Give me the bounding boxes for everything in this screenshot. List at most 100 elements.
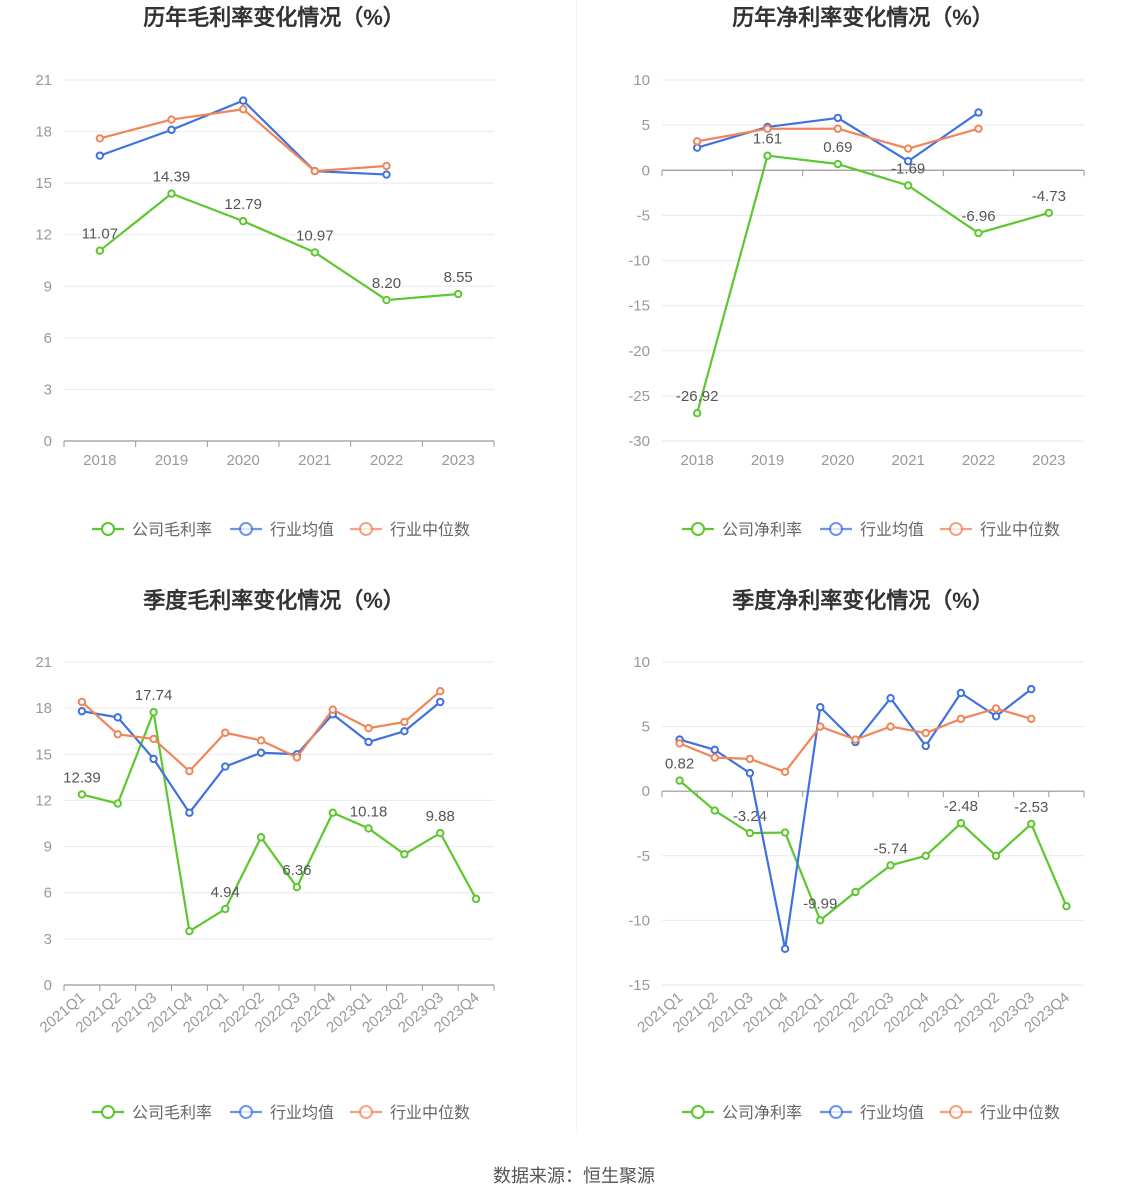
data-point-avg [113,713,122,722]
legend-item: 公司毛利率 [92,521,212,539]
x-tick-label: 2021 [891,452,924,469]
data-point-company [991,851,1001,860]
data-point-company [149,707,158,717]
data-point-avg [956,688,966,698]
x-tick-label: 2018 [680,452,713,469]
y-tick-label: -25 [628,388,650,405]
data-point-avg [903,157,913,166]
data-label: -2.48 [944,798,978,815]
x-tick-label: 2020 [821,452,854,469]
legend-label: 公司净利率 [722,521,802,539]
y-tick-label: 3 [44,931,52,948]
panel-divider [576,0,577,1130]
legend-swatch-marker [691,522,705,536]
data-point-median [256,736,266,745]
y-tick-label: -15 [628,298,650,315]
legend-item: 行业均值 [820,521,924,539]
x-tick-label: 2023 [1032,452,1065,469]
y-tick-label: 10 [633,654,650,671]
data-label: 10.97 [296,227,334,244]
legend-swatch-marker [101,1105,115,1119]
data-point-company [780,828,790,837]
data-point-median [221,728,230,737]
legend-item: 行业中位数 [350,521,470,539]
annual-gross-margin-chart: 历年毛利率变化情况（%） 0 3 6 9 12 15 18 21 2018 2019 2020 2021… [0,0,574,580]
data-point-median [956,714,966,724]
data-point-avg [167,125,176,135]
quarterly-gross-margin-chart: 季度毛利率变化情况（%） 0 3 6 9 12 15 18 21 2021Q1 2021Q2 2021… [0,583,574,1163]
legend-swatch-marker [101,522,115,536]
data-point-median [149,734,158,744]
data-point-median [113,730,122,739]
data-point-avg [780,944,790,954]
data-point-avg [991,712,1001,721]
y-tick-label: 12 [35,227,52,244]
chart-title: 历年净利率变化情况（%） [732,5,994,30]
chart-svg: 季度毛利率变化情况（%）0369121518212021Q12021Q22021… [35,588,495,1122]
data-label: 6.36 [282,862,311,879]
data-label: 12.79 [224,196,262,213]
legend-item: 行业中位数 [940,521,1060,539]
data-point-median [95,134,105,143]
legend-label: 公司毛利率 [132,521,212,539]
legend-label: 行业均值 [860,1104,924,1122]
data-point-company [167,189,176,198]
series-line-company [99,192,459,302]
legend-label: 公司毛利率 [132,1104,212,1122]
data-point-avg [745,768,755,778]
data-point-company [113,799,122,808]
data-point-company [763,151,772,160]
data-point-avg [833,113,843,123]
data-point-company [310,248,320,257]
y-tick-label: -5 [637,848,650,865]
data-point-avg [185,808,194,817]
legend-swatch-marker [829,1105,843,1119]
y-tick-label: 21 [35,654,52,671]
annual-net-margin-chart: 历年净利率变化情况（%） -30 -25 -20 -15 -10 -5 0 5 10 2018 201… [590,0,1148,580]
data-point-median [292,753,302,762]
data-point-median [185,767,194,776]
series-line-company [678,779,1068,922]
chart-title: 季度毛利率变化情况（%） [143,588,405,613]
data-point-median [780,767,790,777]
data-point-company [328,808,337,817]
y-tick-label: -10 [628,253,650,270]
data-label: 4.94 [211,884,240,901]
data-point-median [310,166,320,176]
data-point-median [436,687,445,696]
data-point-median [710,753,719,762]
data-point-company [256,833,266,842]
chart-svg: 历年净利率变化情况（%） -30 -25 -20 -15 -10 -5 0 5 10 2018 201… [628,5,1085,539]
y-tick-label: 6 [44,885,52,902]
x-tick-label: 2022 [370,452,403,469]
data-point-median [833,124,843,133]
data-label: -6.96 [961,208,995,225]
data-point-avg [382,170,391,179]
data-point-company [974,228,983,238]
data-point-avg [221,762,230,771]
chart-svg: 历年毛利率变化情况（%） 0 3 6 9 12 15 18 21 2018 2019 2020 2021… [35,5,495,539]
data-label: -3.24 [733,808,767,825]
data-point-company [851,887,860,897]
y-tick-label: 12 [35,792,52,809]
legend-label: 行业中位数 [390,521,470,539]
chart-title: 季度净利率变化情况（%） [732,588,994,613]
data-point-company [292,882,302,892]
data-point-median [77,697,87,707]
data-point-company [675,776,684,785]
data-point-median [851,735,860,744]
legend-swatch-marker [949,1105,963,1119]
y-tick-label: 0 [44,433,52,450]
y-tick-label: 15 [35,175,52,192]
y-tick-label: 5 [642,719,650,736]
legend-item: 行业均值 [230,521,334,539]
data-point-avg [149,754,158,764]
data-point-company [1062,901,1071,911]
x-tick-label: 2022 [962,452,995,469]
legend-label: 行业均值 [270,1104,334,1122]
data-point-avg [95,151,105,160]
data-point-company [95,246,105,255]
y-tick-label: 6 [44,330,52,347]
data-point-company [364,824,373,833]
data-label: 0.82 [665,756,694,773]
